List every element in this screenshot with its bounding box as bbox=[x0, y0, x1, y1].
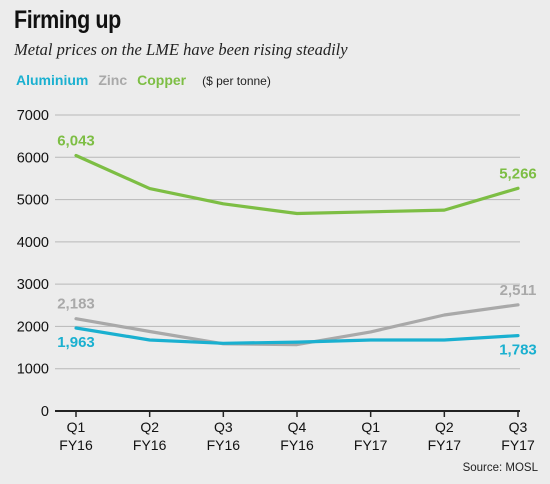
data-label-aluminium: 1,963 bbox=[57, 334, 95, 351]
data-label-zinc: 2,511 bbox=[500, 282, 537, 299]
data-label-zinc: 2,183 bbox=[57, 296, 95, 313]
x-tick-label-year: FY17 bbox=[428, 437, 462, 453]
x-tick-label-year: FY16 bbox=[207, 437, 241, 453]
y-tick-label: 0 bbox=[41, 404, 49, 420]
y-tick-label: 5000 bbox=[17, 193, 49, 209]
data-label-aluminium: 1,783 bbox=[499, 342, 537, 359]
unit-note: ($ per tonne) bbox=[202, 74, 271, 88]
x-tick-label-quarter: Q2 bbox=[435, 419, 454, 435]
y-tick-label: 3000 bbox=[17, 277, 49, 293]
x-tick-label-quarter: Q3 bbox=[214, 419, 233, 435]
x-tick-label-year: FY17 bbox=[354, 437, 388, 453]
series-line-zinc bbox=[74, 303, 520, 347]
y-tick-label: 1000 bbox=[17, 362, 49, 378]
y-tick-label: 7000 bbox=[17, 108, 49, 124]
x-tick-label-quarter: Q1 bbox=[67, 419, 86, 435]
y-tick-label: 4000 bbox=[17, 235, 49, 251]
x-tick-label-quarter: Q1 bbox=[361, 419, 380, 435]
x-tick-label-quarter: Q2 bbox=[140, 419, 159, 435]
source-note: Source: MOSL bbox=[462, 462, 538, 474]
legend-item-aluminium: Aluminium bbox=[16, 72, 89, 88]
x-tick-label-year: FY16 bbox=[59, 437, 93, 453]
chart-subtitle: Metal prices on the LME have been rising… bbox=[14, 40, 348, 59]
series-line-copper bbox=[74, 153, 520, 216]
y-tick-label: 2000 bbox=[17, 319, 49, 335]
series-line-aluminium bbox=[74, 326, 520, 345]
data-label-copper: 6,043 bbox=[57, 132, 95, 149]
x-tick-label-year: FY17 bbox=[501, 437, 535, 453]
x-tick-label-quarter: Q4 bbox=[288, 419, 307, 435]
legend: Aluminium Zinc Copper ($ per tonne) bbox=[16, 72, 271, 88]
x-tick-label-quarter: Q3 bbox=[509, 419, 528, 435]
data-label-copper: 5,266 bbox=[499, 165, 537, 182]
legend-item-zinc: Zinc bbox=[98, 72, 128, 88]
x-tick-label-year: FY16 bbox=[133, 437, 167, 453]
x-tick-label-year: FY16 bbox=[280, 437, 314, 453]
chart-title: Firming up bbox=[14, 6, 121, 34]
y-tick-label: 6000 bbox=[17, 150, 49, 166]
legend-item-copper: Copper bbox=[137, 72, 187, 88]
